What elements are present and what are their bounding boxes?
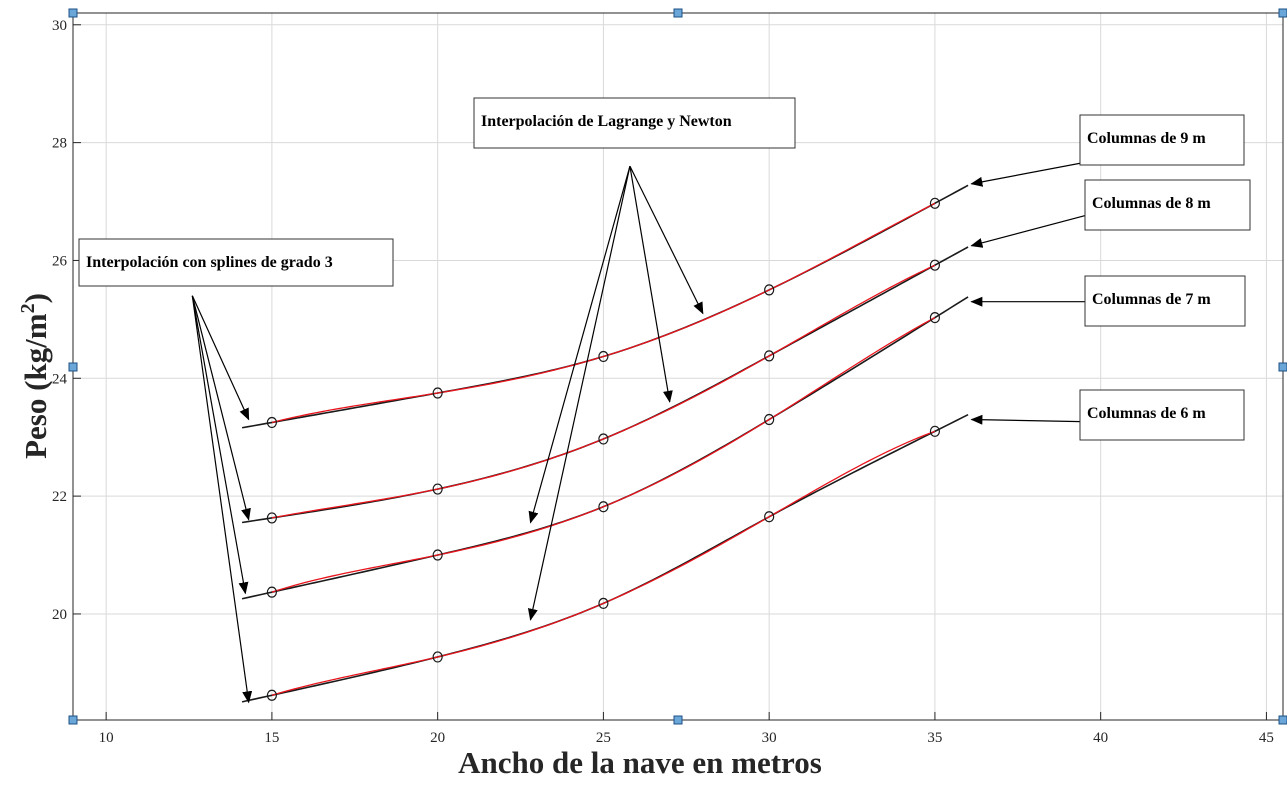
x-tick-label: 20 (430, 730, 445, 746)
series-layer (241, 184, 969, 703)
data-point (764, 413, 775, 426)
data-point (266, 689, 278, 701)
tick-labels: 10 15 20 25 30 35 40 45 20 22 24 26 28 30 (52, 18, 1274, 746)
lagrange-line (271, 430, 936, 696)
annotation-box (1079, 114, 1245, 166)
x-tick-label: 25 (596, 730, 611, 746)
annotation-col9: Columnas de 9 m (1079, 114, 1245, 166)
resize-handle[interactable] (1278, 8, 1287, 18)
annotation-label: Columnas de 6 m (1087, 405, 1206, 422)
annotation-label: Columnas de 9 m (1087, 130, 1206, 147)
resize-handle[interactable] (68, 362, 78, 372)
y-axis-title-close: ) (18, 293, 53, 303)
annotation-box (1084, 179, 1251, 231)
annotation-arrow (191, 295, 251, 521)
data-point (266, 586, 278, 598)
annotation-lagrange: Interpolación de Lagrange y Newton (473, 97, 796, 149)
annotation-arrow (629, 165, 704, 315)
annotation-col6: Columnas de 6 m (1079, 389, 1245, 441)
y-tick-label: 24 (52, 371, 68, 387)
resize-handle[interactable] (68, 8, 78, 18)
lagrange-line (271, 317, 936, 593)
annotation-arrow (629, 166, 673, 403)
resize-handle[interactable] (1278, 362, 1287, 372)
series-3 (241, 296, 969, 600)
x-tick-label: 30 (762, 730, 777, 746)
data-point (598, 433, 609, 445)
lagrange-line (271, 202, 936, 424)
series-2 (241, 246, 969, 524)
x-tick-label: 35 (927, 730, 942, 746)
data-point (598, 501, 609, 513)
annotation-label: Columnas de 8 m (1092, 195, 1211, 212)
resize-handle[interactable] (673, 8, 683, 18)
lagrange-line (271, 264, 936, 519)
data-point (764, 350, 775, 362)
annotation-label: Interpolación de Lagrange y Newton (481, 113, 732, 130)
y-axis-title-sup: 2 (17, 303, 39, 313)
annotation-label: Interpolación con splines de grado 3 (86, 254, 333, 271)
y-axis-title: Peso (kg/m2) (17, 293, 53, 459)
data-point (764, 511, 775, 523)
annotation-layer: Interpolación con splines de grado 3 Inte… (78, 97, 1251, 704)
resize-handle[interactable] (68, 715, 78, 725)
annotation-splines: Interpolación con splines de grado 3 (78, 238, 394, 287)
annotation-label: Columnas de 7 m (1092, 291, 1211, 308)
annotation-box (1079, 389, 1245, 441)
y-tick-label: 28 (52, 136, 67, 152)
resize-handle[interactable] (673, 715, 683, 725)
series-4 (241, 413, 969, 703)
x-tick-label: 45 (1259, 730, 1274, 746)
annotation-box (1084, 275, 1246, 327)
x-tick-label: 15 (264, 730, 279, 746)
resize-handle[interactable] (1278, 715, 1287, 725)
annotation-arrow (528, 166, 631, 524)
data-point (432, 483, 443, 495)
data-point (266, 512, 278, 524)
series-1 (241, 184, 969, 429)
data-point (929, 197, 941, 209)
x-tick-label: 40 (1093, 730, 1108, 746)
annotation-arrow (527, 166, 631, 621)
y-tick-label: 26 (52, 253, 68, 269)
y-tick-label: 20 (52, 607, 67, 623)
x-tick-label: 10 (99, 730, 114, 746)
annotation-col8: Columnas de 8 m (1084, 179, 1251, 231)
data-point (432, 387, 443, 399)
annotation-box (473, 97, 796, 149)
data-point (432, 549, 443, 561)
y-tick-label: 22 (52, 489, 67, 505)
annotation-box (78, 238, 394, 287)
data-point (266, 416, 278, 429)
data-point (764, 284, 775, 296)
annotation-arrow (191, 295, 253, 704)
data-point (432, 651, 443, 663)
data-point (929, 425, 941, 437)
selection-handles[interactable] (68, 8, 1287, 725)
data-point (929, 259, 941, 271)
data-point (929, 311, 941, 324)
y-tick-label: 30 (52, 18, 67, 34)
data-point (598, 350, 609, 363)
x-axis-title: Ancho de la nave en metros (458, 745, 822, 780)
data-point (598, 597, 609, 609)
annotation-col7: Columnas de 7 m (1084, 275, 1246, 327)
annotation-arrow (191, 295, 250, 421)
y-axis-title-main: Peso (kg/m (18, 313, 53, 459)
annotation-arrow (191, 295, 249, 595)
